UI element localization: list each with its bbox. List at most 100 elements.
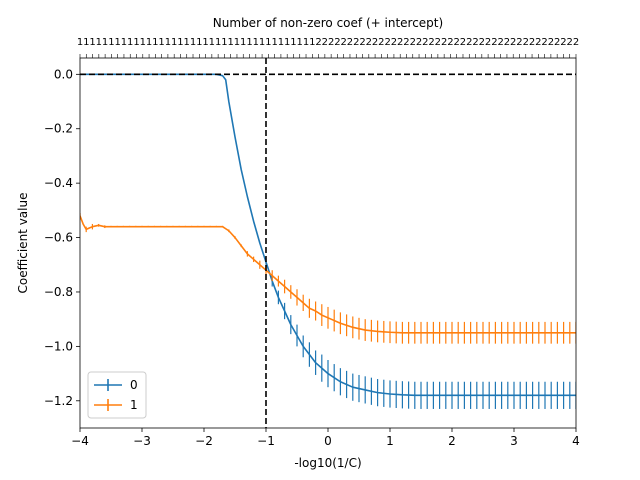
x-tick-label: −3 [133, 434, 151, 448]
top-tick-label: 2 [384, 37, 390, 48]
top-tick-label: 2 [510, 37, 516, 48]
x-tick-label: 1 [386, 434, 394, 448]
top-tick-label: 1 [234, 37, 240, 48]
top-tick-label: 2 [466, 37, 472, 48]
top-tick-label: 2 [341, 37, 347, 48]
top-tick-label: 1 [83, 37, 89, 48]
top-tick-label: 2 [422, 37, 428, 48]
top-tick-label: 1 [140, 37, 146, 48]
top-tick-label: 1 [177, 37, 183, 48]
top-tick-label: 1 [202, 37, 208, 48]
top-tick-label: 2 [491, 37, 497, 48]
top-tick-label: 1 [190, 37, 196, 48]
top-tick-label: 2 [554, 37, 560, 48]
top-tick-label: 2 [372, 37, 378, 48]
top-tick-label: 2 [504, 37, 510, 48]
top-tick-label: 2 [567, 37, 573, 48]
top-tick-label: 2 [322, 37, 328, 48]
top-tick-label: 1 [96, 37, 102, 48]
top-tick-label: 1 [265, 37, 271, 48]
y-tick-label: −0.2 [44, 122, 73, 136]
top-tick-label: 2 [359, 37, 365, 48]
series-line-0 [80, 73, 576, 397]
top-axis-label: Number of non-zero coef (+ intercept) [213, 16, 443, 30]
x-tick-label: −4 [71, 434, 89, 448]
top-tick-label: 2 [541, 37, 547, 48]
top-tick-label: 2 [378, 37, 384, 48]
top-tick-label: 1 [303, 37, 309, 48]
top-tick-label: 1 [171, 37, 177, 48]
top-tick-label: 1 [146, 37, 152, 48]
top-tick-label: 1 [259, 37, 265, 48]
x-tick-label: 2 [448, 434, 456, 448]
top-tick-label: 1 [133, 37, 139, 48]
top-tick-label: 1 [184, 37, 190, 48]
top-tick-label: 1 [240, 37, 246, 48]
top-tick-label: 1 [158, 37, 164, 48]
top-tick-label: 1 [290, 37, 296, 48]
top-tick-label: 2 [472, 37, 478, 48]
x-axis-label: -log10(1/C) [294, 456, 361, 470]
top-tick-label: 1 [278, 37, 284, 48]
top-tick-label: 2 [353, 37, 359, 48]
top-tick-label: 1 [309, 37, 315, 48]
top-tick-label: 1 [246, 37, 252, 48]
top-tick-label: 2 [460, 37, 466, 48]
top-tick-label: 2 [560, 37, 566, 48]
top-tick-label: 1 [196, 37, 202, 48]
x-tick-label: 4 [572, 434, 580, 448]
top-tick-label: 2 [403, 37, 409, 48]
y-axis-label: Coefficient value [16, 193, 30, 294]
top-tick-label: 2 [428, 37, 434, 48]
top-tick-label: 2 [334, 37, 340, 48]
axes-layer: −4 −3 −2 −1 0 1 2 3 40.0−0.2−0.4−0.6−0.8−1.0−1.2… [44, 37, 580, 448]
top-tick-label: 1 [108, 37, 114, 48]
x-tick-label: 0 [324, 434, 332, 448]
top-tick-label: 1 [89, 37, 95, 48]
top-tick-label: 2 [435, 37, 441, 48]
top-tick-label: 2 [529, 37, 535, 48]
top-tick-label: 2 [391, 37, 397, 48]
top-tick-label: 2 [573, 37, 579, 48]
x-tick-label: −1 [257, 434, 275, 448]
top-tick-label: 2 [535, 37, 541, 48]
top-tick-label: 2 [410, 37, 416, 48]
top-tick-label: 2 [479, 37, 485, 48]
top-tick-label: 2 [347, 37, 353, 48]
top-tick-label: 1 [271, 37, 277, 48]
top-tick-label: 1 [215, 37, 221, 48]
top-tick-label: 1 [227, 37, 233, 48]
series-line-1 [80, 215, 576, 334]
top-tick-label: 2 [441, 37, 447, 48]
x-tick-label: 3 [510, 434, 518, 448]
top-tick-label: 2 [328, 37, 334, 48]
y-tick-label: 0.0 [54, 67, 73, 81]
reference-lines [80, 58, 576, 428]
top-tick-label: 2 [454, 37, 460, 48]
top-tick-label: 2 [523, 37, 529, 48]
top-tick-label: 1 [165, 37, 171, 48]
legend: 01 [87, 371, 147, 419]
top-tick-label: 1 [297, 37, 303, 48]
top-tick-label: 1 [121, 37, 127, 48]
top-tick-label: 2 [397, 37, 403, 48]
legend-box [87, 371, 147, 419]
x-tick-label: −2 [195, 434, 213, 448]
top-tick-label: 2 [416, 37, 422, 48]
top-tick-label: 2 [548, 37, 554, 48]
top-tick-label: 1 [284, 37, 290, 48]
legend-label-1: 1 [130, 398, 138, 412]
top-tick-label: 1 [102, 37, 108, 48]
top-tick-label: 1 [209, 37, 215, 48]
top-tick-label: 2 [516, 37, 522, 48]
legend-label-0: 0 [130, 378, 138, 392]
y-tick-label: −1.2 [44, 394, 73, 408]
y-tick-label: −0.4 [44, 176, 73, 190]
top-tick-label: 1 [221, 37, 227, 48]
series-layer [80, 73, 576, 409]
top-tick-label: 2 [315, 37, 321, 48]
y-tick-label: −0.8 [44, 285, 73, 299]
top-tick-label: 2 [447, 37, 453, 48]
